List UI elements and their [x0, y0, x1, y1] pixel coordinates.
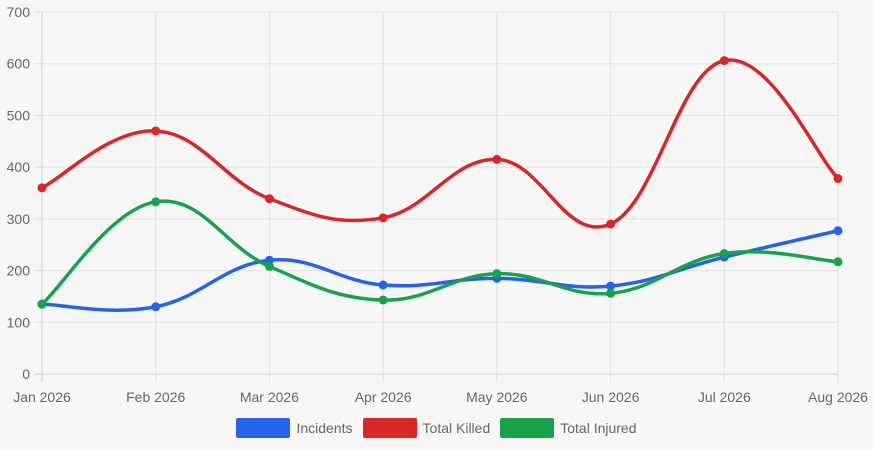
grid: [34, 11, 839, 382]
data-point-total-injured: [833, 257, 843, 267]
data-point-incidents: [378, 280, 388, 290]
x-tick-label: Apr 2026: [355, 389, 412, 405]
legend-swatch-incidents: [236, 418, 291, 438]
data-point-total-injured: [378, 295, 388, 305]
legend-label-incidents: Incidents: [296, 420, 353, 436]
data-point-total-killed: [151, 126, 161, 136]
data-point-incidents: [606, 281, 616, 291]
legend-swatch-total-killed: [362, 418, 417, 438]
legend-item-total-killed[interactable]: Total Killed: [362, 418, 491, 438]
legend-item-total-injured[interactable]: Total Injured: [500, 418, 637, 438]
data-point-incidents: [264, 255, 274, 265]
data-point-total-injured: [264, 261, 274, 271]
y-tick-label: 600: [7, 56, 31, 72]
legend-item-incidents[interactable]: Incidents: [236, 418, 353, 438]
legend-label-total-killed: Total Killed: [422, 420, 491, 436]
x-tick-label: May 2026: [466, 389, 528, 405]
data-point-total-injured: [151, 197, 161, 207]
data-point-total-injured: [492, 269, 502, 279]
series-line-incidents: [40, 229, 840, 312]
data-point-total-injured: [37, 299, 47, 309]
legend-label-total-injured: Total Injured: [560, 420, 637, 436]
data-point-total-injured: [606, 288, 616, 298]
x-tick-label: Jun 2026: [582, 389, 640, 405]
y-tick-label: 700: [7, 4, 31, 20]
y-tick-label: 300: [7, 211, 31, 227]
data-point-total-killed: [37, 183, 47, 193]
data-point-total-killed: [606, 219, 616, 229]
series-line-total-killed: [40, 58, 840, 229]
y-tick-label: 100: [7, 314, 31, 330]
data-point-total-killed: [264, 194, 274, 204]
x-tick-label: Aug 2026: [808, 389, 868, 405]
legend-swatch-total-injured: [500, 418, 555, 438]
y-tick-label: 400: [7, 159, 31, 175]
data-point-incidents: [833, 226, 843, 236]
series-line-total-injured: [40, 199, 840, 306]
x-tick-label: Mar 2026: [240, 389, 299, 405]
data-point-incidents: [151, 302, 161, 312]
data-point-total-killed: [378, 213, 388, 223]
series: [37, 56, 843, 312]
data-point-total-injured: [719, 249, 729, 259]
axes: 0 100 200 300 400 500 600 700 Jan 2026 Feb 2026 Ma…: [7, 4, 869, 405]
y-tick-label: 0: [22, 366, 30, 382]
data-point-total-killed: [833, 174, 843, 184]
x-tick-label: Feb 2026: [126, 389, 185, 405]
data-point-total-killed: [719, 56, 729, 66]
line-chart: 0 100 200 300 400 500 600 700 Jan 2026 Feb 2026 Ma…: [7, 4, 869, 405]
data-point-total-killed: [492, 154, 502, 164]
y-tick-label: 200: [7, 263, 31, 279]
legend: Incidents Total Killed Total Injured: [0, 418, 873, 438]
x-tick-label: Jul 2026: [698, 389, 751, 405]
y-tick-label: 500: [7, 107, 31, 123]
x-tick-label: Jan 2026: [13, 389, 71, 405]
